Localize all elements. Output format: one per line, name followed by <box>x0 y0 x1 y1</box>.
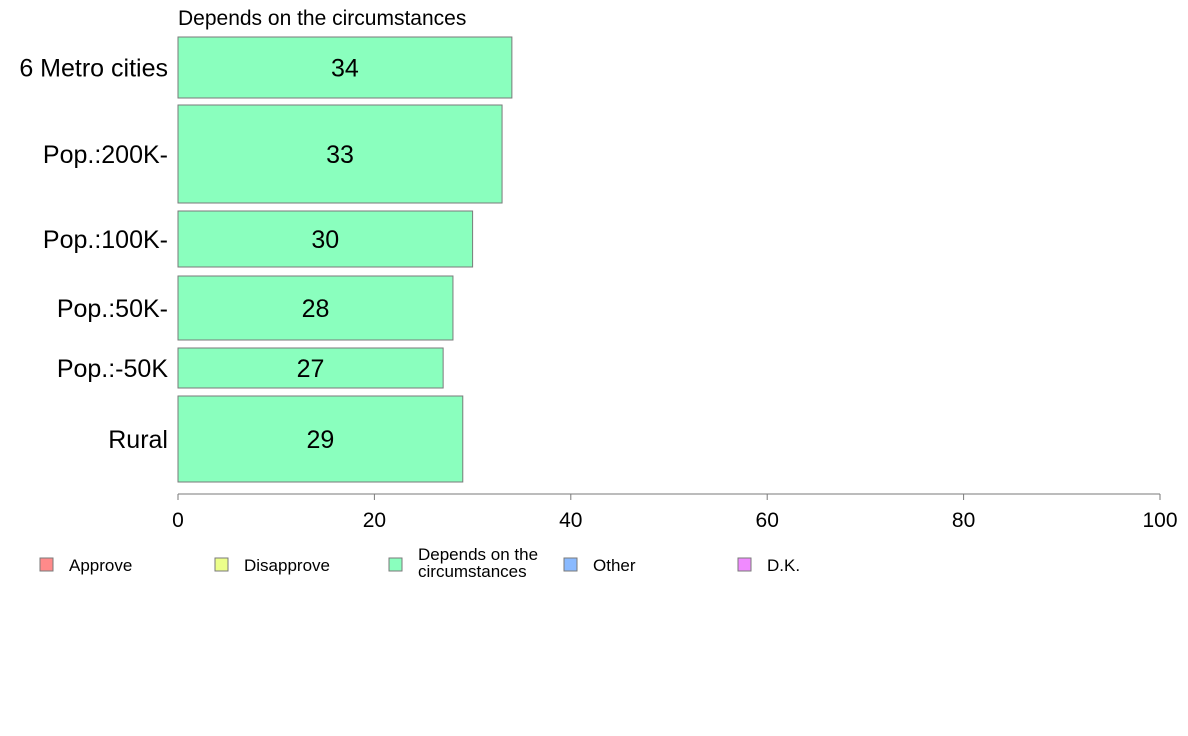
bar <box>177 104 503 204</box>
bar <box>177 275 454 341</box>
category-label: Pop.:200K- <box>43 141 168 169</box>
legend-swatch <box>737 557 752 572</box>
bar-value-label: 29 <box>306 426 334 454</box>
legend-label: Approve <box>69 556 132 575</box>
legend-label: Disapprove <box>244 556 330 575</box>
bar-value-label: 28 <box>302 295 330 323</box>
x-axis: 0 20 40 60 80 100 <box>172 493 1178 532</box>
chart-title: Depends on the circumstances <box>178 7 466 30</box>
category-label: 6 Metro cities <box>19 55 168 83</box>
x-tick-label: 80 <box>952 509 975 532</box>
legend-label: Depends on the <box>418 545 538 564</box>
category-label: Pop.:100K- <box>43 226 168 254</box>
legend-label: circumstances <box>418 562 527 581</box>
bar <box>177 395 464 483</box>
x-tick-label: 100 <box>1142 509 1177 532</box>
legend-swatch <box>39 557 54 572</box>
category-label: Pop.:-50K <box>57 355 169 383</box>
legend-label: D.K. <box>767 556 800 575</box>
bar-value-label: 30 <box>311 226 339 254</box>
legend-swatch <box>388 557 403 572</box>
bar-value-label: 33 <box>326 141 354 169</box>
bar <box>177 347 444 389</box>
legend-label: Other <box>593 556 636 575</box>
bar-value-label: 34 <box>331 55 359 83</box>
legend-swatch <box>214 557 229 572</box>
category-label: Rural <box>108 426 168 454</box>
x-tick-label: 60 <box>756 509 779 532</box>
x-tick-label: 20 <box>363 509 386 532</box>
bar <box>177 210 474 268</box>
legend: Approve Disapprove Depends on thecircumsta… <box>39 545 800 581</box>
bar <box>177 36 513 99</box>
x-tick-label: 0 <box>172 509 184 532</box>
bars-group: 34 6 Metro cities 33 Pop.:200K- 30 Pop.:100K-… <box>19 36 513 483</box>
legend-swatch <box>563 557 578 572</box>
x-tick-label: 40 <box>559 509 582 532</box>
category-label: Pop.:50K- <box>57 295 168 323</box>
bar-value-label: 27 <box>297 355 325 383</box>
